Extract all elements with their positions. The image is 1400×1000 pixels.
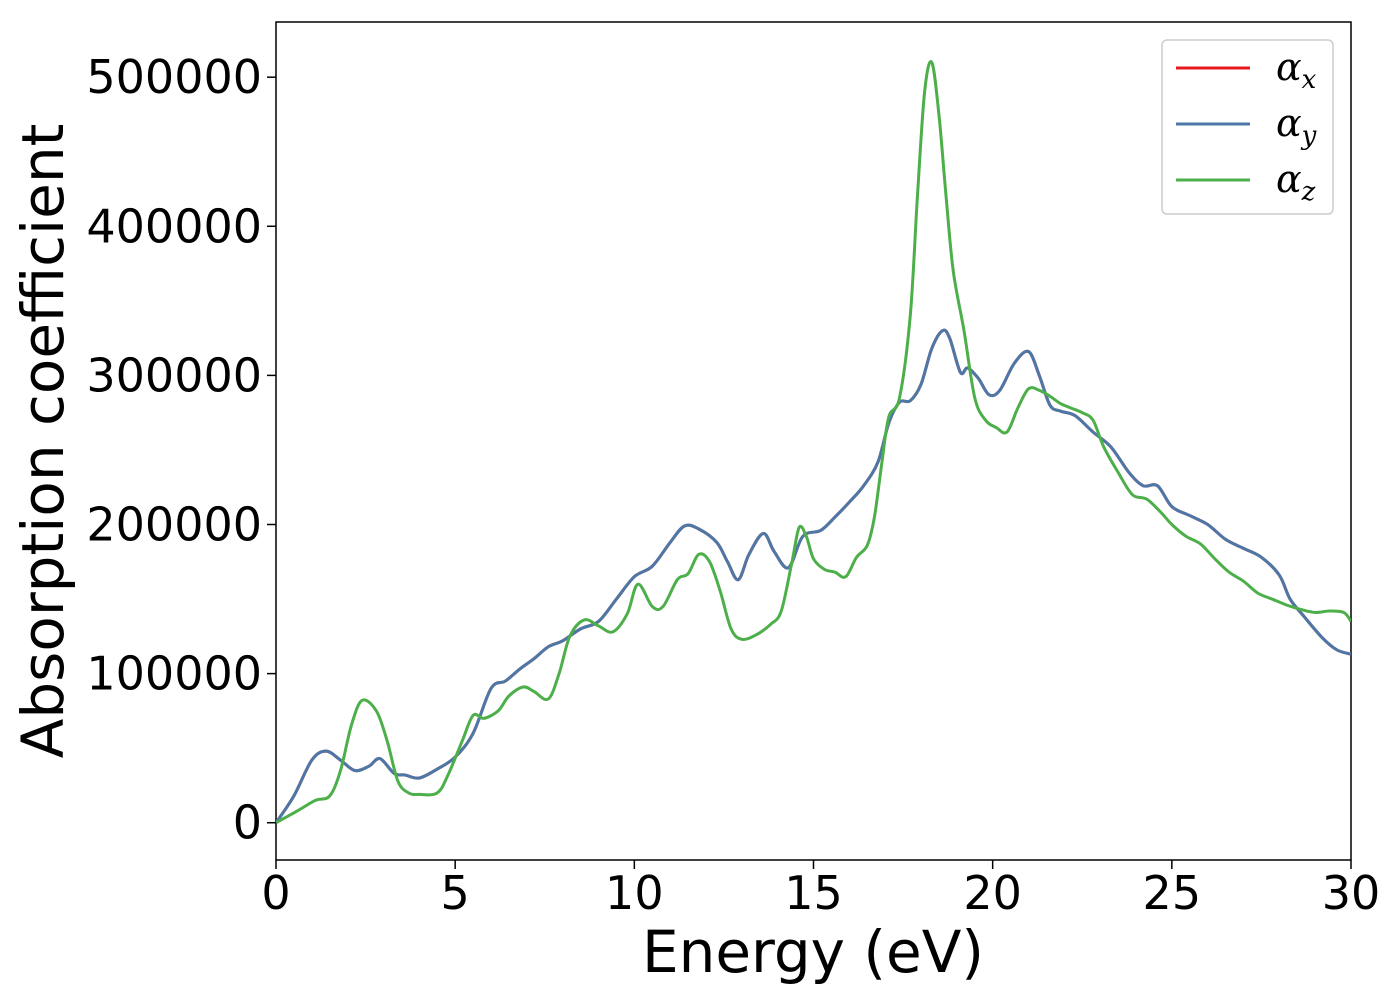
y-tick-label: 100000: [86, 647, 262, 701]
x-tick-label: 25: [1143, 866, 1202, 920]
series-line-alpha-z: [276, 60, 1351, 825]
legend-box: [1161, 39, 1334, 215]
x-tick-label: 20: [963, 866, 1022, 920]
x-tick-label: 0: [261, 866, 290, 920]
x-tick-label: 15: [784, 866, 843, 920]
y-tick-label: 300000: [86, 348, 262, 402]
x-axis-label: Energy (eV): [642, 918, 984, 986]
y-axis: 0 100000 200000 300000 400000 500000: [86, 50, 276, 850]
series-layer: [276, 60, 1351, 825]
series-line-alpha-y: [276, 328, 1351, 824]
x-tick-label: 30: [1322, 866, 1381, 920]
y-tick-label: 0: [233, 796, 262, 850]
x-tick-label: 10: [605, 866, 664, 920]
series-line-alpha-x: [276, 328, 1351, 824]
x-tick-label: 5: [441, 866, 470, 920]
y-tick-label: 200000: [86, 498, 262, 552]
y-tick-label: 500000: [86, 50, 262, 104]
y-axis-label: Absorption coefficient: [9, 124, 77, 759]
y-tick-label: 400000: [86, 199, 262, 253]
x-axis: 0 5 10 15 20 25 30: [261, 860, 1380, 920]
